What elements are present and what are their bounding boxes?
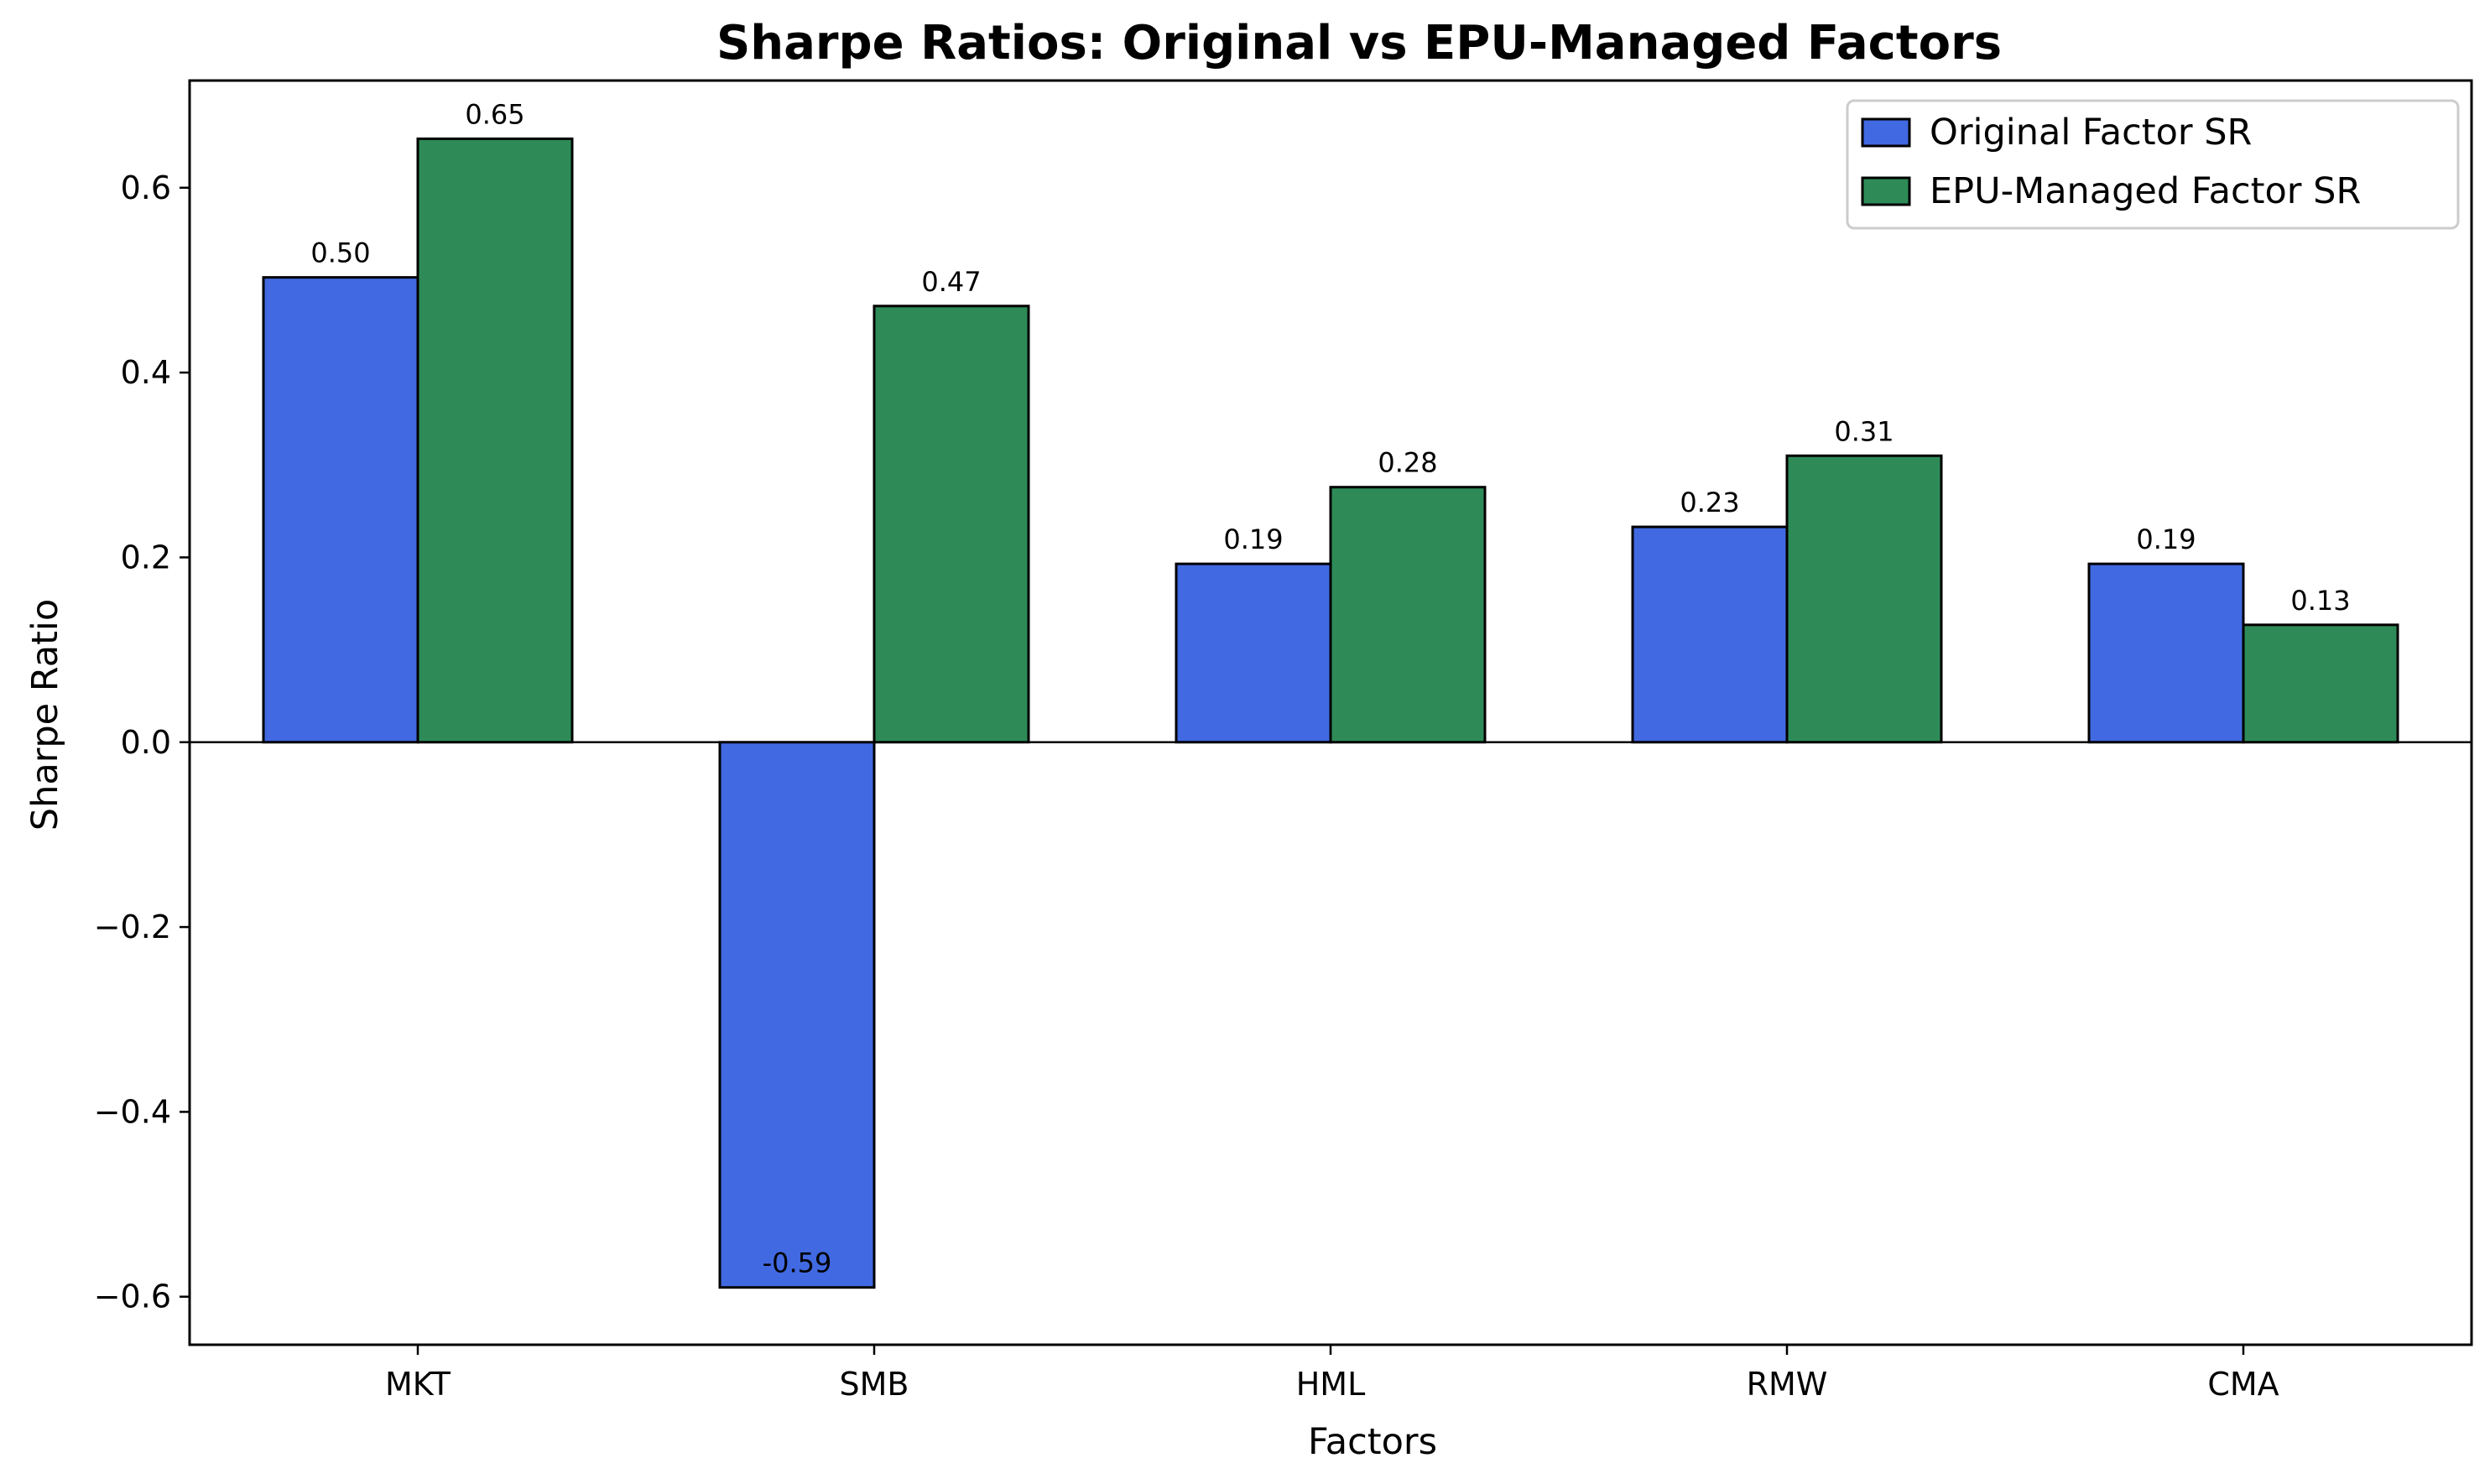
data-label: -0.59 <box>763 1247 832 1279</box>
data-label: 0.31 <box>1834 415 1894 447</box>
legend-label: Original Factor SR <box>1930 112 2252 154</box>
bar-original-factor-sr-smb <box>718 741 876 1289</box>
bar-original-factor-sr-rmw <box>1631 525 1789 744</box>
chart-title: Sharpe Ratios: Original vs EPU-Managed F… <box>716 16 2002 70</box>
bar-epu-managed-factor-sr-smb <box>873 305 1030 744</box>
x-tick-label: SMB <box>840 1366 909 1403</box>
x-axis-label: Factors <box>1308 1421 1437 1463</box>
bar-original-factor-sr-hml <box>1175 562 1332 744</box>
y-tick-label: 0.6 <box>121 169 171 206</box>
data-label: 0.19 <box>1223 523 1283 555</box>
y-tick-label: 0.4 <box>121 354 171 391</box>
legend-box <box>1846 99 2460 230</box>
legend-label: EPU-Managed Factor SR <box>1930 170 2361 212</box>
data-label: 0.28 <box>1378 447 1437 479</box>
data-label: 0.19 <box>2136 523 2196 555</box>
y-tick-label: −0.4 <box>94 1093 171 1130</box>
data-label: 0.13 <box>2290 585 2350 617</box>
bar-original-factor-sr-cma <box>2087 562 2245 744</box>
x-tick-label: RMW <box>1747 1366 1828 1403</box>
y-tick-label: 0.0 <box>121 724 171 761</box>
data-label: 0.47 <box>921 266 981 298</box>
data-label: 0.23 <box>1680 487 1739 518</box>
bar-epu-managed-factor-sr-hml <box>1329 486 1487 744</box>
legend-swatch <box>1861 117 1911 148</box>
y-axis-label: Sharpe Ratio <box>24 599 66 831</box>
data-label: 0.65 <box>465 98 524 130</box>
plot-area: 0.50 -0.59 0.19 0.23 0.19 0.65 0.47 0.28 0.31 0.1… <box>94 79 2473 1403</box>
x-tick-label: MKT <box>385 1366 451 1403</box>
data-label: 0.50 <box>310 237 370 269</box>
y-tick-label: 0.2 <box>121 539 171 575</box>
bar-epu-managed-factor-sr-mkt <box>416 137 574 744</box>
legend-swatch <box>1861 176 1911 206</box>
y-tick-label: −0.6 <box>94 1278 171 1315</box>
bar-epu-managed-factor-sr-rmw <box>1785 454 1943 744</box>
bar-epu-managed-factor-sr-cma <box>2242 623 2399 744</box>
y-tick-label: −0.2 <box>94 909 171 945</box>
x-tick-label: CMA <box>2207 1366 2279 1403</box>
legend: Original Factor SR EPU-Managed Factor SR <box>1846 99 2460 230</box>
bar-original-factor-sr-mkt <box>262 276 419 744</box>
x-tick-label: HML <box>1296 1366 1366 1403</box>
